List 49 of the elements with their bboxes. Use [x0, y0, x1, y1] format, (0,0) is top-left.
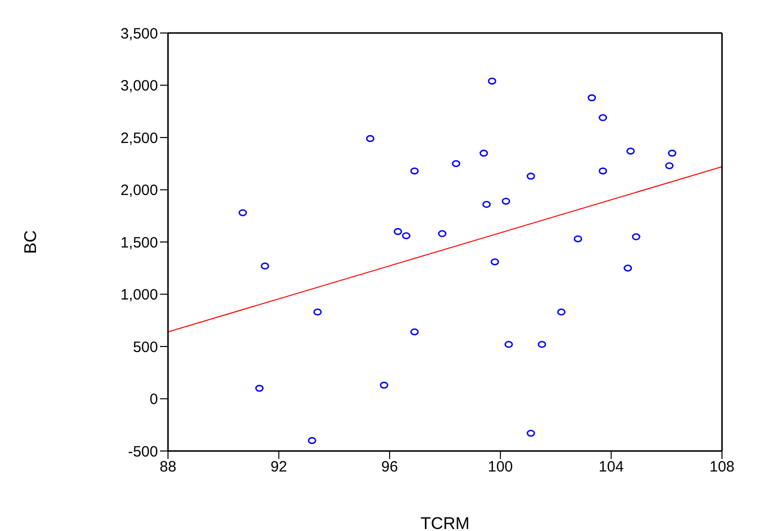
x-axis-title: TCRM	[420, 514, 470, 531]
point	[482, 200, 491, 208]
point	[480, 150, 488, 157]
y-tick-label: -500	[128, 443, 158, 460]
point	[410, 167, 419, 174]
point	[402, 232, 410, 240]
point	[438, 230, 446, 238]
point	[557, 308, 566, 316]
point	[504, 340, 513, 348]
point	[260, 262, 270, 270]
point	[238, 209, 247, 216]
point	[452, 160, 460, 168]
point	[490, 258, 500, 266]
point	[526, 430, 536, 437]
point	[410, 328, 419, 336]
point	[380, 382, 388, 389]
x-tick-label: 100	[488, 458, 513, 476]
x-tick-label: 88	[160, 458, 176, 476]
y-tick-label: 3,000	[120, 78, 158, 95]
point	[366, 135, 374, 142]
point	[668, 150, 676, 157]
point	[526, 172, 536, 180]
point	[255, 384, 264, 392]
x-tick-label: 108	[709, 458, 735, 476]
y-tick-label: 1,500	[120, 234, 158, 252]
point	[624, 264, 632, 272]
y-tick-label: 500	[132, 338, 158, 356]
y-tick-label: 2,500	[120, 130, 158, 147]
x-tick-label: 92	[270, 458, 288, 476]
x-tick-label: 96	[381, 458, 398, 476]
point	[598, 114, 608, 122]
point	[665, 162, 674, 170]
point	[626, 148, 635, 155]
y-tick-label: 1,000	[120, 286, 158, 304]
point	[394, 228, 402, 236]
y-axis-title: BC	[21, 230, 40, 254]
point	[598, 167, 608, 174]
point	[574, 235, 582, 242]
point	[538, 340, 546, 348]
point	[588, 94, 596, 102]
point	[313, 308, 322, 316]
x-tick-label: 104	[598, 458, 624, 476]
y-tick-label: 2,000	[120, 182, 158, 200]
point	[632, 233, 640, 240]
y-tick-label: 0	[150, 391, 158, 408]
point	[308, 437, 316, 444]
point	[488, 78, 496, 85]
y-tick-label: 3,500	[120, 25, 158, 42]
point	[502, 198, 510, 205]
